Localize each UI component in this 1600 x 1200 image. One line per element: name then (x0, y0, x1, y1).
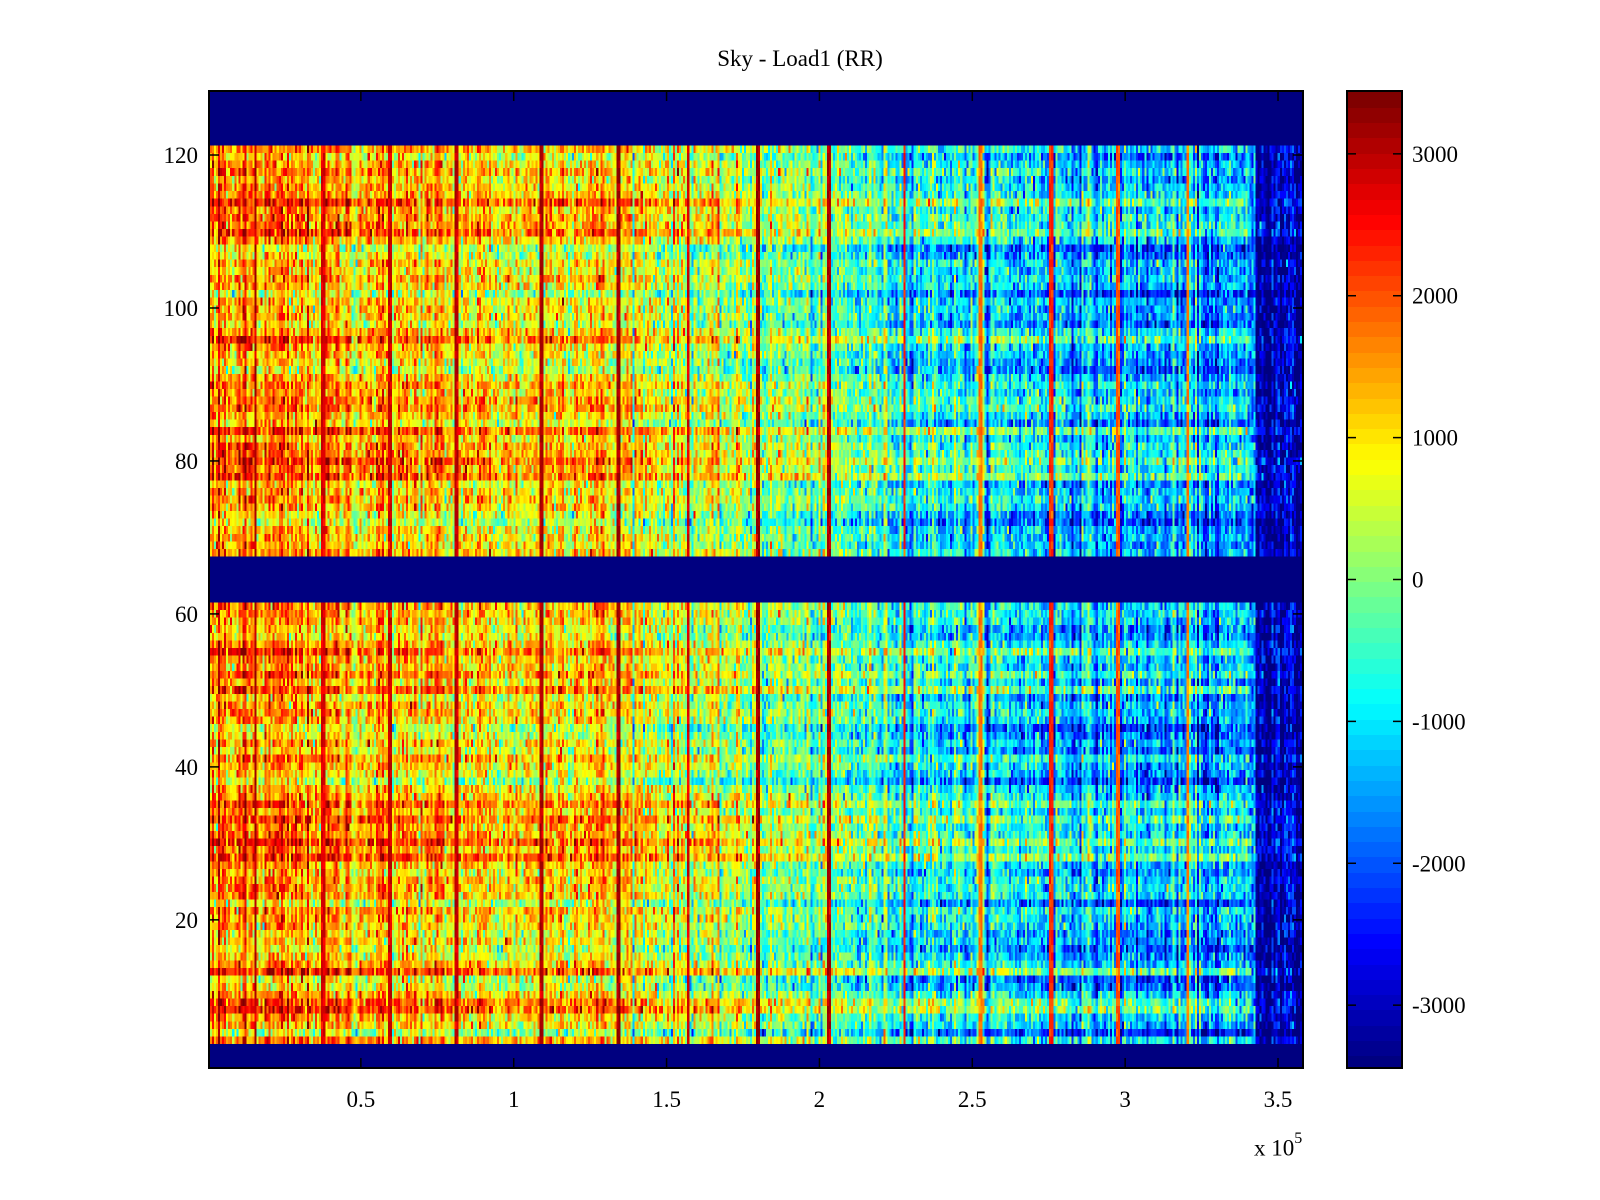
colorbar-segment (1348, 306, 1401, 323)
colorbar-segment (1348, 627, 1401, 644)
colorbar-segment (1348, 153, 1401, 170)
colorbar-segment (1348, 657, 1401, 674)
colorbar-tick-label: 2000 (1412, 284, 1458, 309)
colorbar-segment (1348, 1055, 1401, 1067)
colorbar-segment (1348, 841, 1401, 858)
colorbar-segment (1348, 642, 1401, 659)
colorbar-segment (1348, 979, 1401, 996)
colorbar-segment (1348, 902, 1401, 919)
colorbar-segment (1348, 137, 1401, 154)
colorbar-segment (1348, 535, 1401, 552)
colorbar-segment (1348, 887, 1401, 904)
heatmap-image (210, 92, 1302, 1067)
colorbar-segment (1348, 963, 1401, 980)
colorbar-segment (1348, 260, 1401, 277)
colorbar-segment (1348, 168, 1401, 185)
y-tick-label: 120 (164, 143, 199, 168)
colorbar-segment (1348, 703, 1401, 720)
colorbar (1346, 90, 1403, 1069)
x-multiplier-exponent: 5 (1294, 1130, 1303, 1147)
colorbar-segment (1348, 382, 1401, 399)
colorbar-segment (1348, 336, 1401, 353)
colorbar-tick-label: -3000 (1412, 993, 1466, 1018)
colorbar-segment (1348, 92, 1401, 108)
colorbar-segment (1348, 810, 1401, 827)
y-tick-label: 40 (175, 755, 198, 780)
colorbar-segment (1348, 413, 1401, 430)
colorbar-segment (1348, 596, 1401, 613)
colorbar-segment (1348, 765, 1401, 781)
x-tick-label: 3.5 (1264, 1087, 1293, 1112)
colorbar-segment (1348, 795, 1401, 812)
colorbar-segment (1348, 474, 1401, 491)
colorbar-segment (1348, 397, 1401, 414)
y-tick-label: 100 (164, 296, 199, 321)
colorbar-segment (1348, 688, 1401, 705)
colorbar-tick-label: -1000 (1412, 709, 1466, 734)
colorbar-segment (1348, 352, 1401, 368)
colorbar-segment (1348, 550, 1401, 567)
colorbar-tick-label: 1000 (1412, 426, 1458, 451)
colorbar-segment (1348, 612, 1401, 628)
colorbar-segment (1348, 107, 1401, 124)
colorbar-segment (1348, 275, 1401, 292)
colorbar-segment (1348, 994, 1401, 1011)
colorbar-segment (1348, 122, 1401, 139)
colorbar-segment (1348, 749, 1401, 766)
y-tick-label: 60 (175, 602, 198, 627)
x-multiplier-base: x 10 (1254, 1135, 1295, 1161)
colorbar-segment (1348, 1009, 1401, 1026)
colorbar-segment (1348, 1040, 1401, 1057)
x-tick-label: 1.5 (652, 1087, 681, 1112)
colorbar-tick-label: 3000 (1412, 142, 1458, 167)
colorbar-segment (1348, 872, 1401, 889)
colorbar-segment (1348, 321, 1401, 338)
colorbar-segment (1348, 780, 1401, 797)
colorbar-segment (1348, 459, 1401, 476)
colorbar-tick-label: 0 (1412, 568, 1424, 593)
colorbar-segment (1348, 367, 1401, 384)
colorbar-segment (1348, 229, 1401, 246)
colorbar-segment (1348, 443, 1401, 460)
colorbar-segment (1348, 428, 1401, 445)
colorbar-segment (1348, 199, 1401, 215)
plot-area (208, 90, 1304, 1069)
x-tick-label: 2.5 (958, 1087, 987, 1112)
colorbar-segment (1348, 734, 1401, 751)
colorbar-segment (1348, 244, 1401, 261)
x-axis-multiplier: x 105 (1254, 1130, 1302, 1162)
colorbar-segment (1348, 214, 1401, 231)
colorbar-segment (1348, 183, 1401, 200)
colorbar-segment (1348, 719, 1401, 736)
x-tick-label: 1 (508, 1087, 520, 1112)
y-tick-label: 20 (175, 908, 198, 933)
colorbar-segment (1348, 948, 1401, 965)
colorbar-segment (1348, 826, 1401, 843)
y-tick-label: 80 (175, 449, 198, 474)
x-tick-label: 0.5 (346, 1087, 375, 1112)
x-tick-label: 2 (814, 1087, 826, 1112)
colorbar-segment (1348, 520, 1401, 537)
colorbar-segment (1348, 566, 1401, 583)
colorbar-tick-label: -2000 (1412, 851, 1466, 876)
colorbar-segment (1348, 489, 1401, 506)
colorbar-segment (1348, 1025, 1401, 1041)
colorbar-segment (1348, 290, 1401, 307)
chart-title: Sky - Load1 (RR) (717, 46, 883, 71)
colorbar-segment (1348, 505, 1401, 521)
colorbar-segment (1348, 933, 1401, 950)
x-tick-label: 3 (1119, 1087, 1131, 1112)
colorbar-segment (1348, 581, 1401, 598)
colorbar-segment (1348, 673, 1401, 690)
colorbar-segment (1348, 856, 1401, 873)
colorbar-segment (1348, 918, 1401, 934)
